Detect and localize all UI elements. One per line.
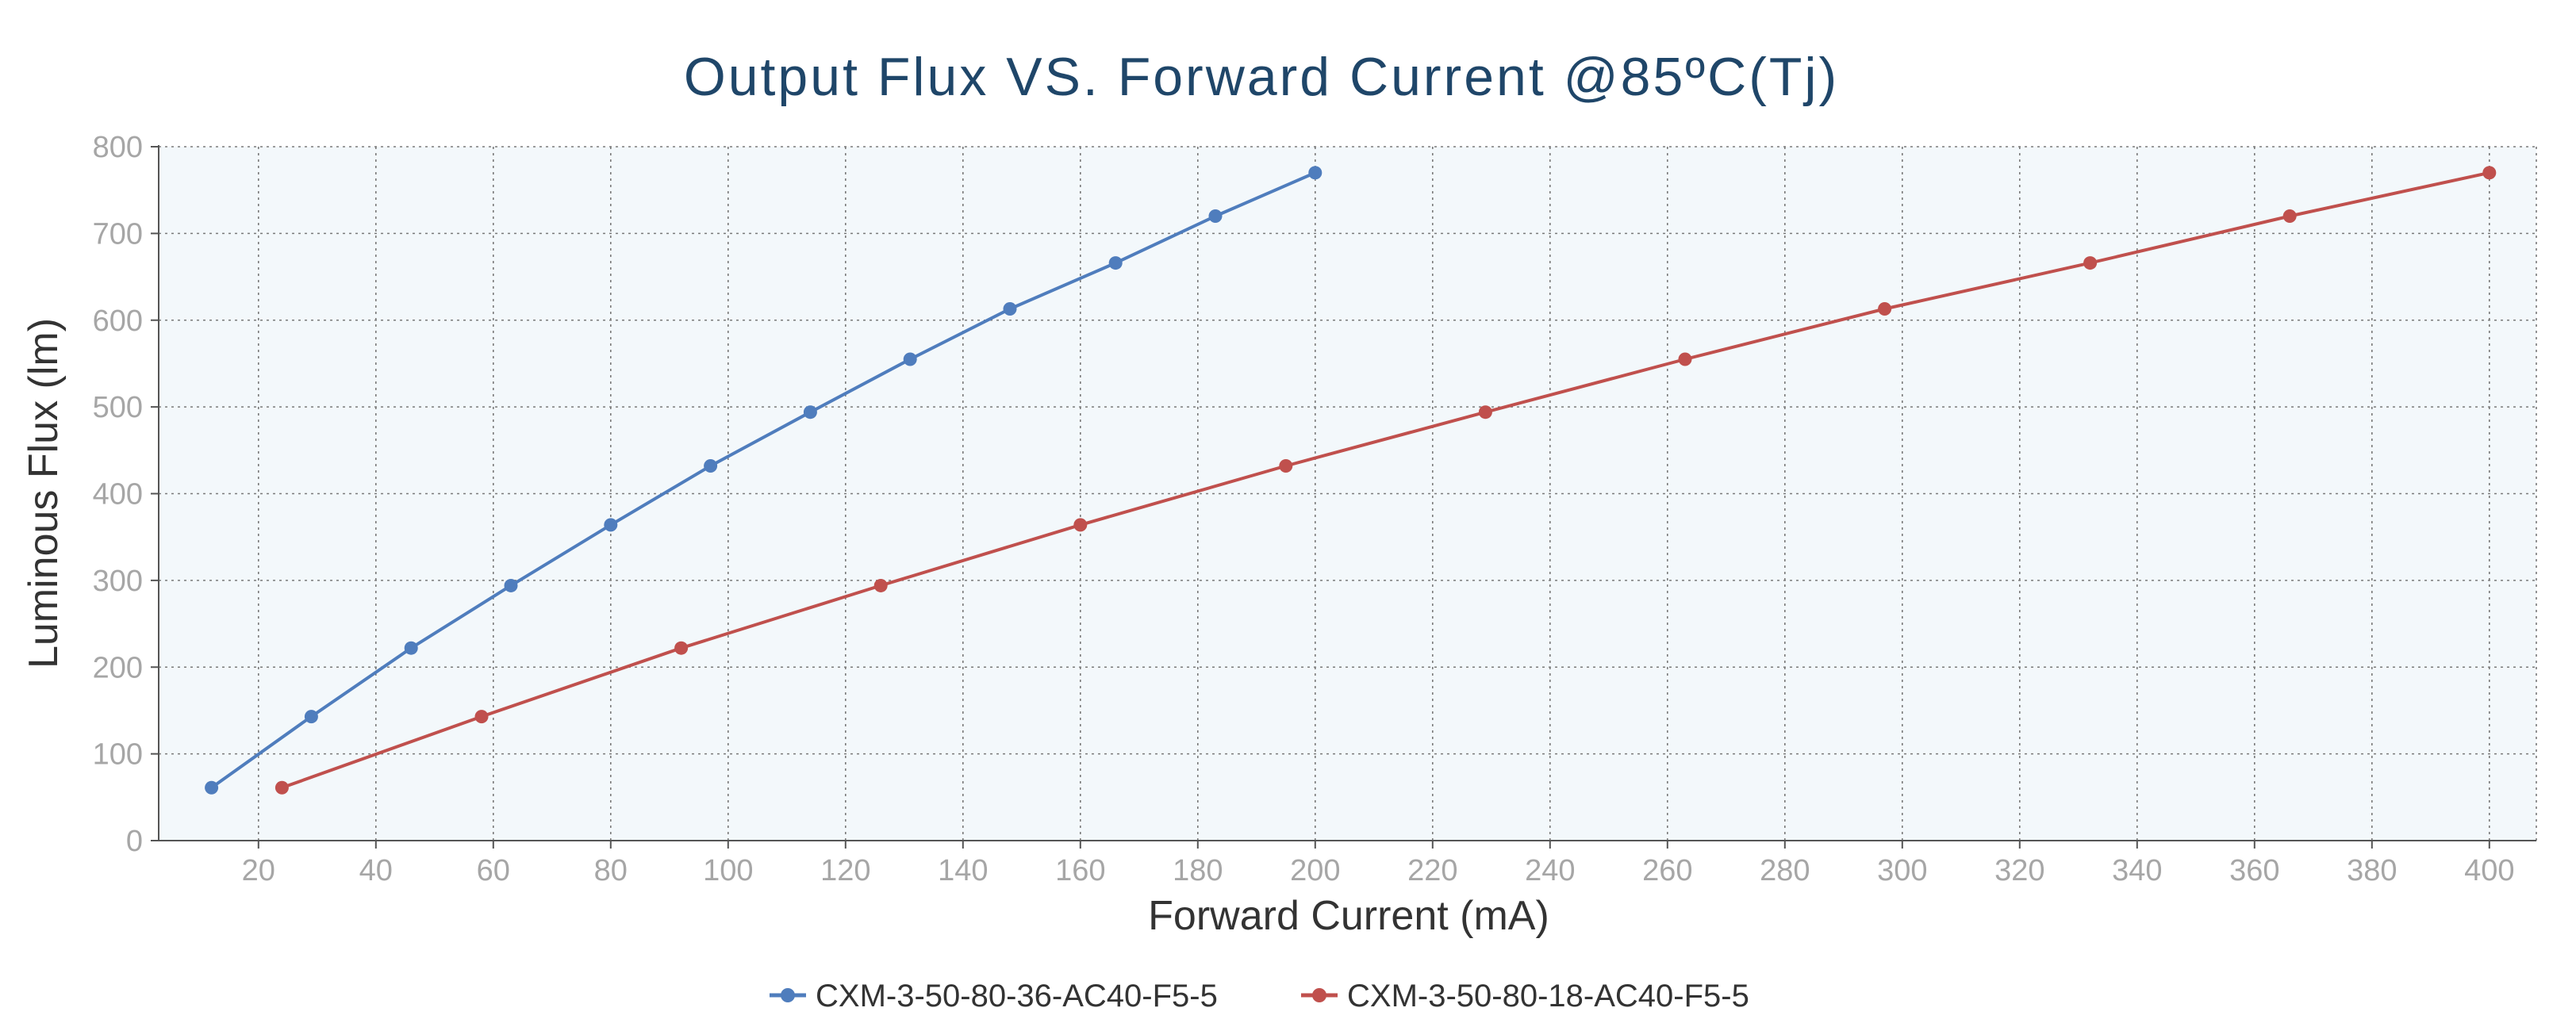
data-point[interactable]: [1108, 256, 1123, 270]
y-tick-label: 300: [93, 565, 143, 598]
data-point[interactable]: [1678, 352, 1692, 366]
x-tick-label: 260: [1642, 854, 1692, 887]
data-point[interactable]: [674, 641, 689, 655]
series-line: [210, 170, 1316, 789]
x-tick-label: 40: [359, 854, 393, 887]
x-tick-label: 100: [703, 854, 753, 887]
data-point[interactable]: [1878, 302, 1892, 316]
x-tick-label: 240: [1525, 854, 1575, 887]
data-point[interactable]: [504, 578, 518, 592]
legend[interactable]: CXM-3-50-80-36-AC40-F5-5 CXM-3-50-80-18-A…: [770, 979, 1749, 1013]
x-axis-title: Forward Current (mA): [1148, 893, 1549, 939]
y-tick-label: 0: [126, 825, 143, 858]
x-tick-label: 280: [1760, 854, 1810, 887]
x-tick-label: 20: [242, 854, 275, 887]
y-axis-title: Luminous Flux (lm): [21, 318, 67, 669]
data-point[interactable]: [873, 578, 888, 592]
legend-swatch-marker: [781, 988, 795, 1002]
data-point[interactable]: [404, 641, 418, 655]
data-point[interactable]: [1279, 459, 1293, 473]
y-tick-label: 500: [93, 391, 143, 424]
series-line: [281, 170, 2490, 790]
legend-label: CXM-3-50-80-36-AC40-F5-5: [816, 979, 1218, 1013]
legend-item-2[interactable]: CXM-3-50-80-18-AC40-F5-5: [1301, 979, 1749, 1013]
data-point[interactable]: [604, 518, 618, 532]
series-2[interactable]: [274, 166, 2497, 795]
grid: [159, 146, 2537, 841]
data-point[interactable]: [704, 459, 718, 473]
x-tick-label: 200: [1290, 854, 1340, 887]
series: [205, 166, 2497, 795]
x-tick-label: 140: [938, 854, 988, 887]
x-tick-label: 160: [1055, 854, 1105, 887]
y-tick-label: 200: [93, 651, 143, 684]
x-tick-label: 320: [1994, 854, 2044, 887]
y-tick-label: 800: [93, 131, 143, 164]
chart-title: Output Flux VS. Forward Current @85ºC(Tj…: [684, 47, 1839, 107]
x-tick-label: 180: [1173, 854, 1223, 887]
data-point[interactable]: [2482, 166, 2497, 180]
data-point[interactable]: [903, 352, 917, 366]
data-point[interactable]: [205, 780, 219, 795]
data-point[interactable]: [2083, 256, 2098, 270]
data-point[interactable]: [274, 780, 289, 795]
data-point[interactable]: [1003, 302, 1017, 316]
legend-item-1[interactable]: CXM-3-50-80-36-AC40-F5-5: [770, 979, 1218, 1013]
data-point[interactable]: [304, 710, 318, 724]
legend-swatch-marker: [1312, 988, 1326, 1002]
y-tick-label: 100: [93, 738, 143, 772]
axes: [151, 145, 2536, 849]
x-tick-label: 220: [1407, 854, 1457, 887]
y-tick-label: 700: [93, 217, 143, 251]
x-tick-label: 340: [2112, 854, 2162, 887]
y-tick-label: 600: [93, 305, 143, 338]
data-point[interactable]: [1478, 405, 1492, 420]
x-tick-label: 360: [2229, 854, 2279, 887]
data-point[interactable]: [803, 405, 817, 420]
x-tick-label: 120: [820, 854, 870, 887]
data-point[interactable]: [1208, 209, 1223, 223]
data-point[interactable]: [1073, 518, 1088, 532]
y-tick-label: 400: [93, 478, 143, 512]
x-tick-label: 380: [2347, 854, 2397, 887]
data-point[interactable]: [1308, 166, 1323, 180]
legend-label: CXM-3-50-80-18-AC40-F5-5: [1347, 979, 1749, 1013]
series-1[interactable]: [205, 166, 1323, 795]
data-point[interactable]: [474, 710, 489, 724]
x-tick-label: 80: [594, 854, 628, 887]
x-tick-label: 60: [477, 854, 510, 887]
x-tick-label: 400: [2464, 854, 2514, 887]
x-tick-labels: 20 40 60 80 100 120 140 160 180 200 220 240 260 280 30…: [242, 854, 2515, 887]
data-point[interactable]: [2282, 209, 2297, 223]
x-tick-label: 300: [1877, 854, 1927, 887]
y-tick-labels: 0 100 200 300 400 500 600 700 800: [93, 131, 143, 858]
